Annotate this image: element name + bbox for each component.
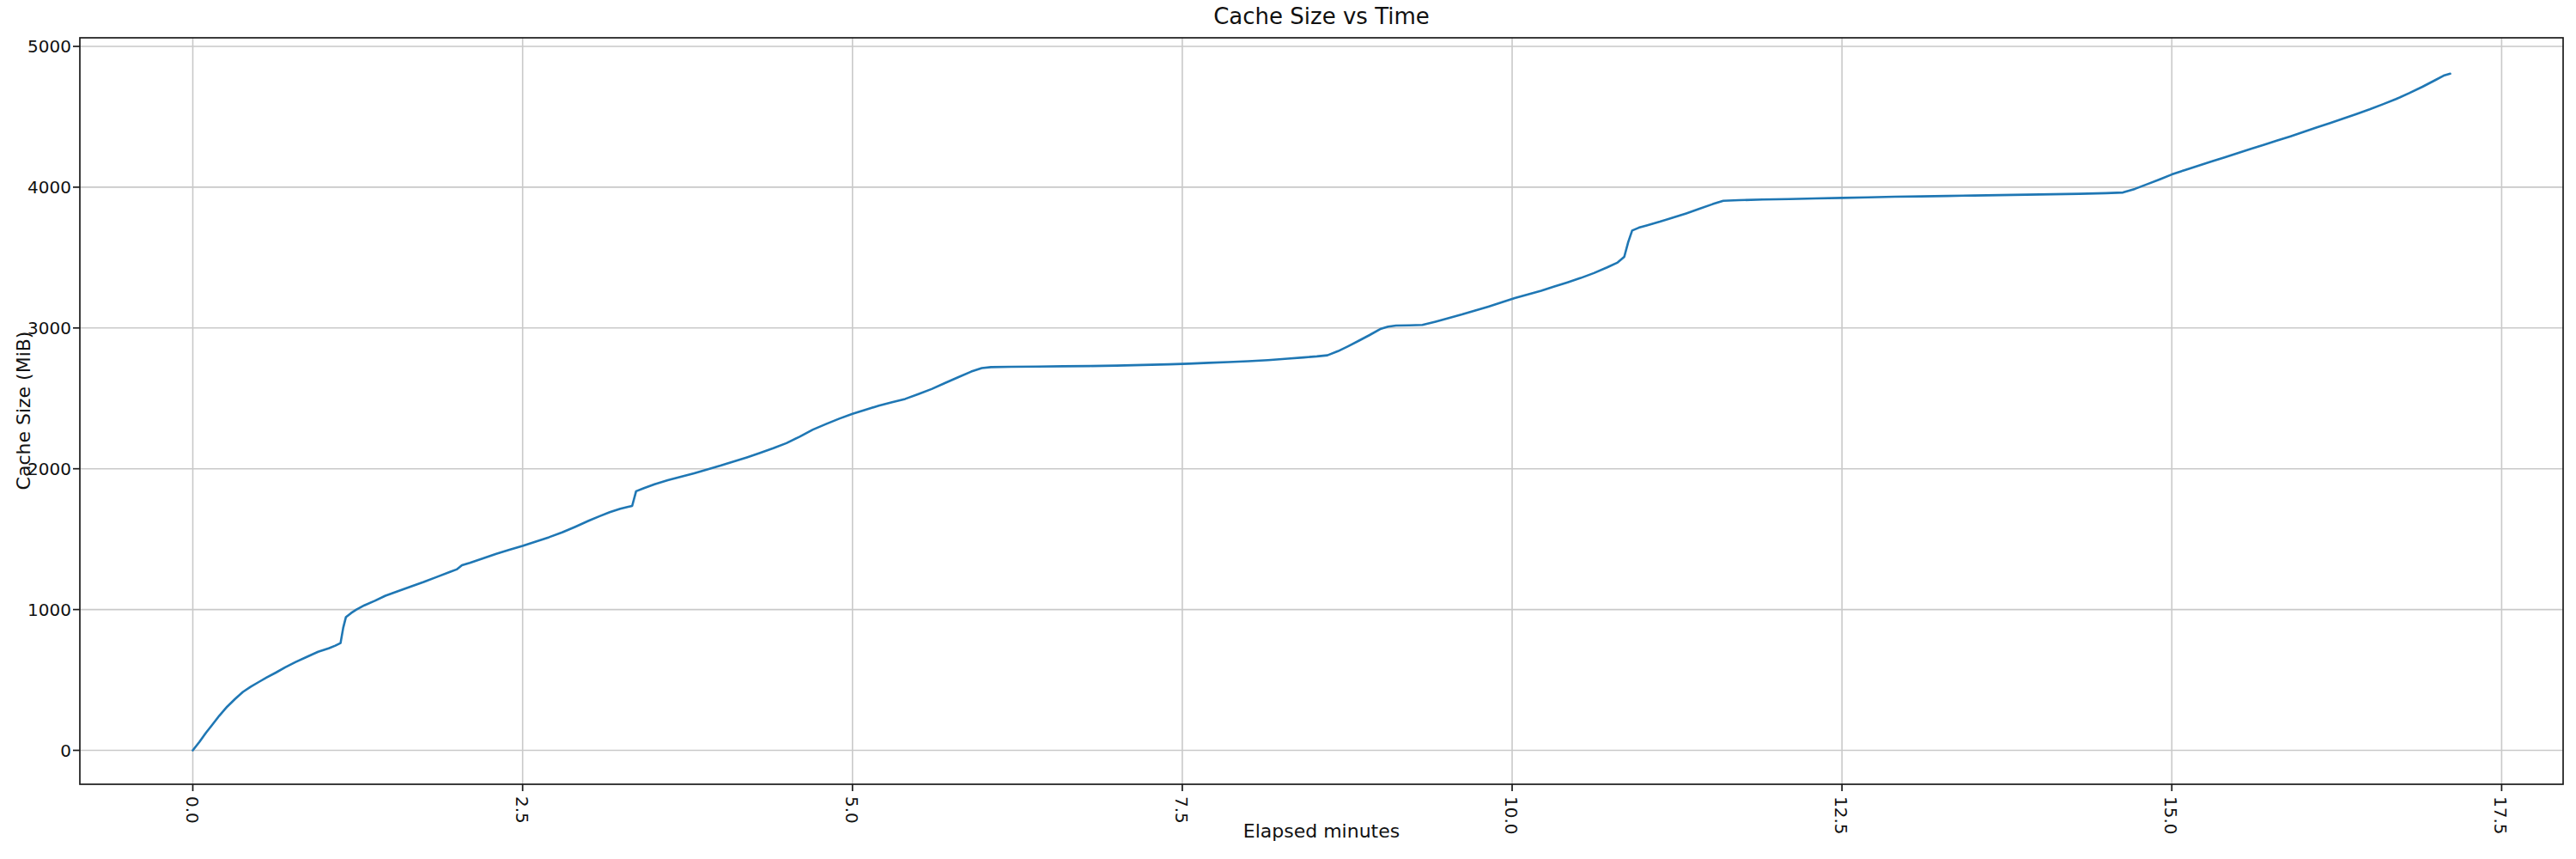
y-tick-label: 5000 [11, 36, 71, 57]
x-tick-label: 15.0 [2160, 796, 2181, 835]
y-tick-label: 4000 [11, 177, 71, 198]
y-tick-label: 1000 [11, 600, 71, 620]
x-tick-label: 0.0 [182, 796, 203, 824]
x-tick-label: 7.5 [1171, 796, 1192, 824]
x-tick-label: 12.5 [1831, 796, 1851, 835]
axes-spines [80, 38, 2563, 784]
cache-size-line [193, 74, 2451, 751]
x-tick-label: 10.0 [1501, 796, 1522, 835]
y-tick-label: 3000 [11, 318, 71, 338]
y-tick-label: 0 [11, 740, 71, 761]
plot-area [0, 0, 2576, 859]
x-tick-label: 17.5 [2490, 796, 2511, 835]
y-tick-label: 2000 [11, 459, 71, 479]
x-tick-label: 2.5 [512, 796, 532, 824]
figure: Cache Size vs Time Cache Size (MiB) Elap… [0, 0, 2576, 859]
x-tick-label: 5.0 [841, 796, 862, 824]
